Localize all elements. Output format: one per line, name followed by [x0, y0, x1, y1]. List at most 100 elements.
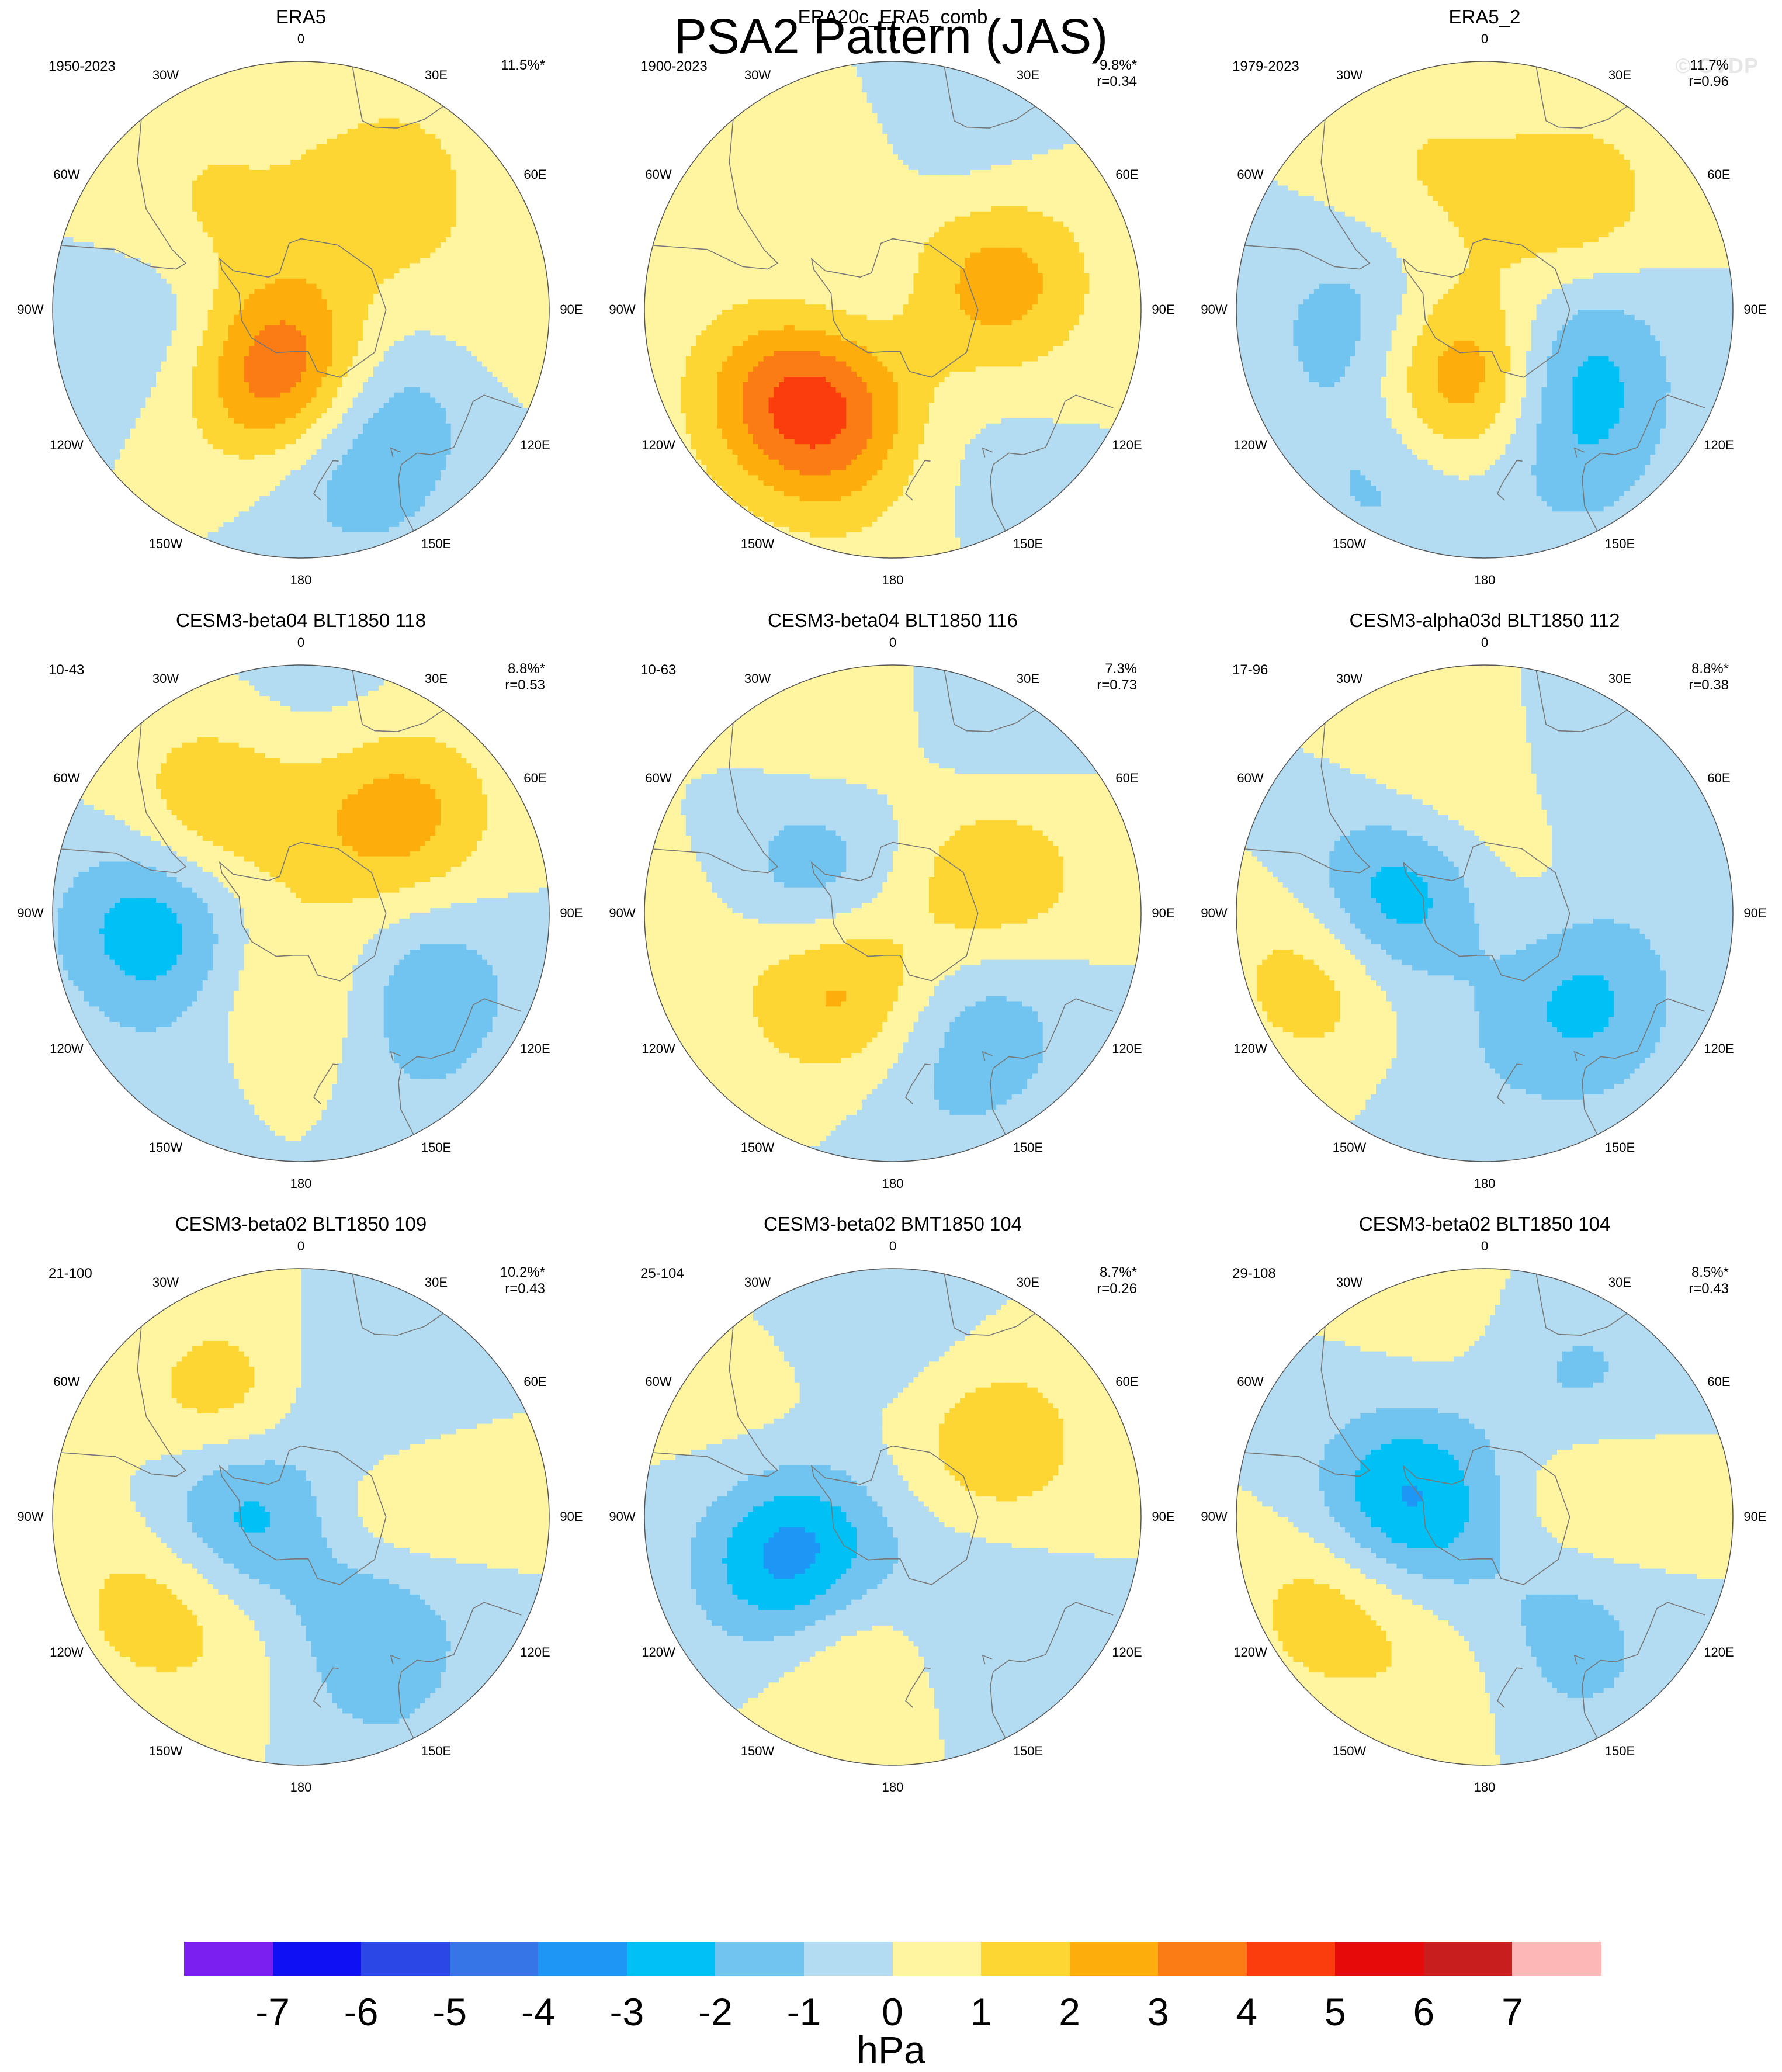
- field-cell: [332, 418, 337, 424]
- field-cell: [136, 227, 141, 232]
- field-cell: [228, 242, 234, 248]
- field-cell: [301, 315, 306, 320]
- field-cell: [317, 123, 322, 129]
- field-cell: [265, 320, 270, 325]
- field-cell: [208, 455, 213, 460]
- field-cell: [265, 506, 270, 511]
- field-cell: [337, 501, 342, 507]
- field-cell: [203, 103, 208, 108]
- field-cell: [285, 263, 290, 268]
- field-cell: [353, 506, 358, 511]
- field-cell: [353, 123, 358, 129]
- field-cell: [130, 190, 136, 196]
- field-cell: [337, 413, 342, 418]
- field-cell: [337, 299, 342, 304]
- field-cell: [259, 201, 265, 206]
- field-cell: [270, 517, 275, 522]
- field-cell: [342, 522, 348, 527]
- field-cell: [348, 268, 353, 273]
- field-cell: [259, 258, 265, 263]
- field-cell: [78, 284, 84, 289]
- field-cell: [363, 103, 368, 108]
- field-cell: [84, 201, 89, 206]
- field-cell: [337, 87, 342, 92]
- field-cell: [197, 253, 203, 258]
- field-cell: [358, 284, 363, 289]
- field-cell: [234, 103, 239, 108]
- field-cell: [89, 393, 94, 398]
- field-cell: [105, 227, 110, 232]
- field-cell: [151, 227, 156, 232]
- field-cell: [203, 511, 208, 517]
- field-cell: [342, 77, 348, 82]
- field-cell: [244, 465, 249, 470]
- field-cell: [208, 496, 213, 501]
- field-cell: [228, 398, 234, 403]
- field-cell: [94, 217, 99, 222]
- field-cell: [265, 181, 270, 186]
- field-cell: [280, 129, 286, 134]
- field-cell: [254, 129, 259, 134]
- field-cell: [285, 139, 290, 144]
- field-cell: [105, 346, 110, 351]
- field-cell: [145, 310, 151, 315]
- field-cell: [84, 424, 89, 429]
- field-cell: [301, 144, 306, 150]
- field-cell: [130, 237, 136, 242]
- field-cell: [223, 335, 228, 341]
- field-cell: [89, 310, 94, 315]
- field-cell: [156, 496, 161, 501]
- field-cell: [73, 341, 78, 346]
- field-cell: [311, 511, 317, 517]
- field-cell: [156, 382, 161, 387]
- field-cell: [58, 258, 63, 263]
- field-cell: [332, 362, 337, 367]
- field-cell: [218, 393, 223, 398]
- field-cell: [192, 351, 197, 356]
- field-cell: [363, 165, 368, 170]
- field-cell: [285, 82, 290, 87]
- field-cell: [63, 330, 68, 335]
- field-cell: [249, 113, 254, 119]
- field-cell: [296, 429, 301, 434]
- field-cell: [265, 532, 270, 538]
- field-cell: [125, 449, 130, 455]
- field-cell: [192, 196, 197, 201]
- field-cell: [115, 480, 120, 486]
- field-cell: [306, 449, 311, 455]
- field-cell: [337, 439, 342, 444]
- field-cell: [332, 92, 337, 98]
- field-cell: [317, 268, 322, 273]
- field-cell: [203, 92, 208, 98]
- field-cell: [301, 532, 306, 538]
- field-cell: [327, 72, 332, 77]
- field-cell: [270, 186, 275, 191]
- field-cell: [145, 150, 151, 155]
- field-cell: [259, 398, 265, 403]
- field-cell: [301, 455, 306, 460]
- field-cell: [68, 377, 74, 382]
- field-cell: [317, 263, 322, 268]
- field-cell: [234, 470, 239, 475]
- field-cell: [270, 408, 275, 413]
- field-cell: [290, 330, 296, 335]
- field-cell: [213, 341, 218, 346]
- field-cell: [234, 242, 239, 248]
- field-cell: [249, 294, 254, 299]
- field-cell: [239, 341, 244, 346]
- field-cell: [254, 206, 259, 212]
- field-cell: [259, 532, 265, 538]
- field-cell: [317, 517, 322, 522]
- field-cell: [265, 129, 270, 134]
- field-cell: [130, 424, 136, 429]
- field-cell: [280, 527, 286, 532]
- field-cell: [182, 335, 187, 341]
- field-cell: [317, 284, 322, 289]
- field-cell: [89, 434, 94, 439]
- field-cell: [265, 304, 270, 310]
- field-cell: [327, 154, 332, 160]
- field-cell: [249, 542, 254, 548]
- field-cell: [270, 160, 275, 165]
- field-cell: [296, 123, 301, 129]
- field-cell: [244, 532, 249, 538]
